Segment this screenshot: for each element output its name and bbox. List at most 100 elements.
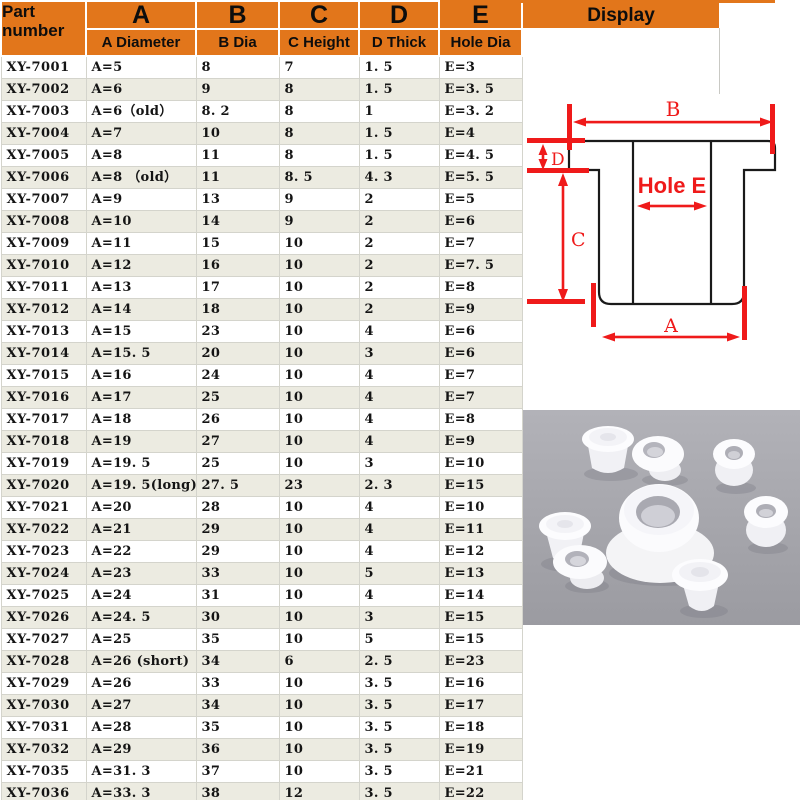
cell-c: 10	[278, 760, 360, 783]
cell-a: A=19	[85, 430, 197, 453]
cell-e: E=5. 5	[438, 166, 523, 189]
column-label-c-height: C Height	[278, 28, 360, 57]
cell-c: 23	[278, 474, 360, 497]
table-body: XY-7001 A=5 8 7 1. 5 E=3 XY-7002 A=6 9 8 1. 5 E=3. …	[0, 55, 523, 800]
cell-part: XY-7035	[0, 760, 87, 783]
cell-c: 12	[278, 782, 360, 800]
grommet	[539, 512, 591, 563]
cell-b: 37	[195, 760, 280, 783]
cell-c: 10	[278, 606, 360, 629]
column-label-b-dia: B Dia	[195, 28, 280, 57]
cell-b: 17	[195, 276, 280, 299]
cell-part: XY-7008	[0, 210, 87, 233]
cell-d: 1. 5	[358, 55, 440, 79]
grommet-outline	[567, 139, 777, 306]
dimension-label-b: B	[666, 97, 681, 121]
table-row: XY-7016 A=17 25 10 4 E=7	[0, 386, 523, 409]
cell-d: 2	[358, 188, 440, 211]
cell-d: 1	[358, 100, 440, 123]
cell-c: 10	[278, 386, 360, 409]
cell-a: A=11	[85, 232, 197, 255]
cell-c: 10	[278, 628, 360, 651]
cell-a: A=26	[85, 672, 197, 695]
display-header: Display	[523, 3, 719, 28]
table-row: XY-7032 A=29 36 10 3. 5 E=19	[0, 738, 523, 761]
cell-a: A=24. 5	[85, 606, 197, 629]
cell-a: A=15. 5	[85, 342, 197, 365]
cell-d: 3. 5	[358, 672, 440, 695]
cell-a: A=28	[85, 716, 197, 739]
cell-c: 10	[278, 276, 360, 299]
cell-e: E=4	[438, 122, 523, 145]
cell-part: XY-7020	[0, 474, 87, 497]
cell-d: 3. 5	[358, 760, 440, 783]
cell-e: E=19	[438, 738, 523, 761]
table-row: XY-7022 A=21 29 10 4 E=11	[0, 518, 523, 541]
cell-b: 11	[195, 144, 280, 167]
cell-c: 10	[278, 738, 360, 761]
cell-b: 35	[195, 716, 280, 739]
table-row: XY-7021 A=20 28 10 4 E=10	[0, 496, 523, 519]
column-label-d-thick: D Thick	[358, 28, 440, 57]
cell-part: XY-7014	[0, 342, 87, 365]
cell-b: 35	[195, 628, 280, 651]
cell-d: 2	[358, 210, 440, 233]
cell-e: E=6	[438, 210, 523, 233]
table-row: XY-7031 A=28 35 10 3. 5 E=18	[0, 716, 523, 739]
cell-a: A=27	[85, 694, 197, 717]
table-row: XY-7015 A=16 24 10 4 E=7	[0, 364, 523, 387]
cell-part: XY-7023	[0, 540, 87, 563]
cell-part: XY-7016	[0, 386, 87, 409]
table-row: XY-7028 A=26 (short) 34 6 2. 5 E=23	[0, 650, 523, 673]
header-top-border	[440, 0, 775, 3]
cell-a: A=23	[85, 562, 197, 585]
dimension-label-hole-e: Hole E	[638, 173, 706, 198]
cell-e: E=9	[438, 298, 523, 321]
table-row: XY-7020 A=19. 5(long) 27. 5 23 2. 3 E=15	[0, 474, 523, 497]
cell-e: E=17	[438, 694, 523, 717]
cell-d: 4	[358, 408, 440, 431]
cell-b: 33	[195, 672, 280, 695]
cell-a: A=6	[85, 78, 197, 101]
table-row: XY-7004 A=7 10 8 1. 5 E=4	[0, 122, 523, 145]
cell-c: 8	[278, 100, 360, 123]
cell-c: 10	[278, 518, 360, 541]
cell-b: 8. 2	[195, 100, 280, 123]
cell-e: E=6	[438, 320, 523, 343]
cell-b: 20	[195, 342, 280, 365]
cell-b: 24	[195, 364, 280, 387]
cell-part: XY-7001	[0, 55, 87, 79]
cell-a: A=29	[85, 738, 197, 761]
cell-a: A=7	[85, 122, 197, 145]
cell-c: 9	[278, 210, 360, 233]
cell-part: XY-7027	[0, 628, 87, 651]
cell-e: E=9	[438, 430, 523, 453]
cell-a: A=6（old）	[85, 100, 197, 123]
cell-b: 33	[195, 562, 280, 585]
table-row: XY-7035 A=31. 3 37 10 3. 5 E=21	[0, 760, 523, 783]
cell-b: 28	[195, 496, 280, 519]
cell-c: 7	[278, 55, 360, 79]
cell-c: 10	[278, 320, 360, 343]
cell-e: E=8	[438, 276, 523, 299]
cell-part: XY-7003	[0, 100, 87, 123]
dimension-diagram: B D C A Hole E	[527, 97, 777, 342]
cell-c: 10	[278, 430, 360, 453]
cell-b: 25	[195, 386, 280, 409]
cell-d: 4	[358, 386, 440, 409]
cell-b: 27	[195, 430, 280, 453]
cell-a: A=33. 3	[85, 782, 197, 800]
cell-e: E=7. 5	[438, 254, 523, 277]
column-label-hole-dia: Hole Dia	[438, 28, 523, 57]
table-row: XY-7003 A=6（old） 8. 2 8 1 E=3. 2	[0, 100, 523, 123]
grommet	[553, 545, 607, 589]
table-row: XY-7023 A=22 29 10 4 E=12	[0, 540, 523, 563]
dimension-marks	[527, 104, 775, 342]
cell-c: 10	[278, 298, 360, 321]
cell-c: 10	[278, 254, 360, 277]
cell-d: 2	[358, 276, 440, 299]
cell-d: 3. 5	[358, 738, 440, 761]
column-letter-e: E	[438, 0, 523, 30]
table-row: XY-7025 A=24 31 10 4 E=14	[0, 584, 523, 607]
